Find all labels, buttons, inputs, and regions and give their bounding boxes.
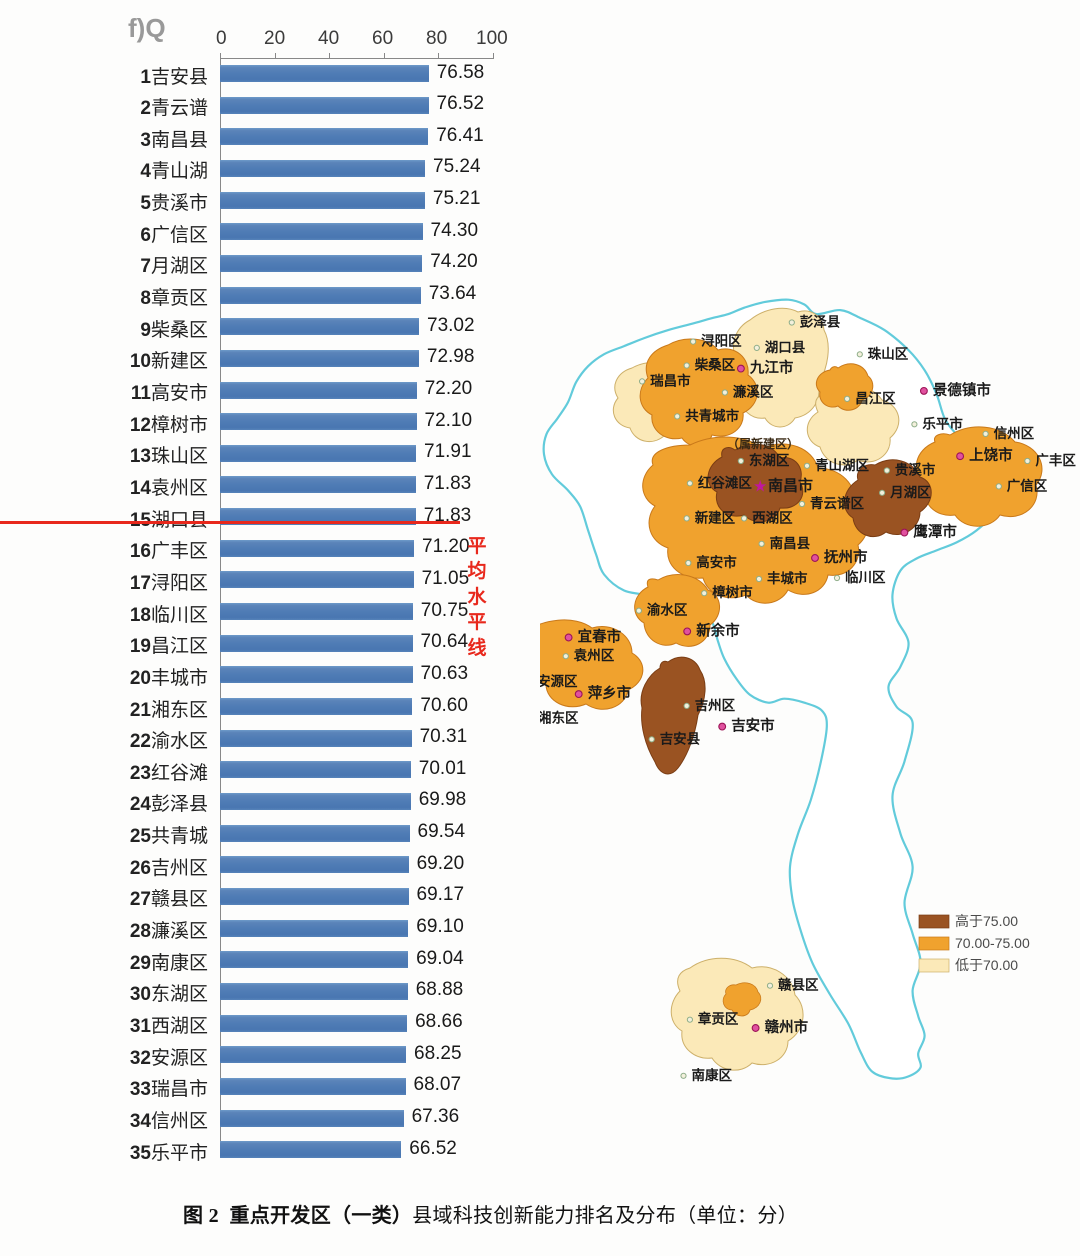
svg-text:彭泽县: 彭泽县 [800, 314, 841, 330]
svg-text:章贡区: 章贡区 [698, 1011, 739, 1027]
svg-text:樟树市: 樟树市 [712, 584, 753, 600]
svg-text:柴桑区: 柴桑区 [694, 357, 736, 373]
svg-text:上饶市: 上饶市 [969, 446, 1013, 464]
svg-text:青山湖区: 青山湖区 [815, 457, 869, 473]
svg-text:瑞昌市: 瑞昌市 [650, 372, 691, 388]
svg-text:浔阳区: 浔阳区 [701, 333, 742, 349]
svg-text:高安市: 高安市 [696, 554, 737, 570]
svg-text:九江市: 九江市 [749, 359, 794, 377]
svg-text:广信区: 广信区 [1007, 477, 1048, 493]
svg-text:乐平市: 乐平市 [922, 415, 963, 431]
svg-text:抚州市: 抚州市 [824, 548, 868, 566]
svg-text:赣州市: 赣州市 [765, 1018, 809, 1036]
svg-text:广丰区: 广丰区 [1035, 452, 1076, 468]
svg-text:吉州区: 吉州区 [695, 697, 736, 713]
svg-text:东湖区: 东湖区 [749, 452, 790, 468]
svg-text:南康区: 南康区 [692, 1067, 733, 1083]
svg-text:青云谱区: 青云谱区 [810, 495, 864, 511]
svg-text:丰城市: 丰城市 [767, 570, 808, 586]
svg-text:高于75.00: 高于75.00 [955, 913, 1018, 929]
svg-text:红谷滩区: 红谷滩区 [698, 474, 752, 490]
svg-text:赣县区: 赣县区 [778, 977, 819, 993]
svg-text:昌江区: 昌江区 [855, 390, 896, 406]
svg-text:吉安县: 吉安县 [660, 730, 701, 746]
svg-text:景德镇市: 景德镇市 [933, 381, 991, 399]
svg-text:湖口县: 湖口县 [765, 340, 806, 355]
svg-text:新建区: 新建区 [695, 509, 736, 525]
svg-text:70.00-75.00: 70.00-75.00 [955, 935, 1030, 951]
svg-text:珠山区: 珠山区 [868, 345, 909, 361]
svg-text:贵溪市: 贵溪市 [895, 462, 936, 478]
svg-text:濂溪区: 濂溪区 [733, 384, 774, 400]
svg-text:萍乡市: 萍乡市 [588, 684, 632, 702]
svg-text:新余市: 新余市 [696, 621, 740, 639]
svg-text:临川区: 临川区 [845, 569, 886, 585]
svg-text:★: ★ [753, 479, 767, 496]
svg-text:湘东区: 湘东区 [540, 710, 579, 726]
svg-text:袁州区: 袁州区 [573, 647, 615, 663]
svg-text:（属新建区）: （属新建区） [727, 436, 799, 451]
svg-text:低于70.00: 低于70.00 [955, 957, 1018, 973]
svg-text:f)Q: f)Q [128, 14, 166, 43]
svg-text:南昌县: 南昌县 [770, 535, 811, 551]
svg-text:鹰潭市: 鹰潭市 [913, 523, 957, 541]
svg-text:安源区: 安源区 [540, 673, 578, 689]
svg-text:西湖区: 西湖区 [752, 510, 793, 525]
svg-text:共青城市: 共青城市 [685, 407, 739, 423]
svg-text:南昌市: 南昌市 [768, 477, 813, 495]
svg-text:吉安市: 吉安市 [731, 717, 775, 735]
svg-text:宜春市: 宜春市 [578, 628, 622, 646]
svg-text:渝水区: 渝水区 [647, 602, 688, 618]
svg-text:月湖区: 月湖区 [889, 485, 931, 500]
svg-text:信州区: 信州区 [994, 425, 1035, 441]
